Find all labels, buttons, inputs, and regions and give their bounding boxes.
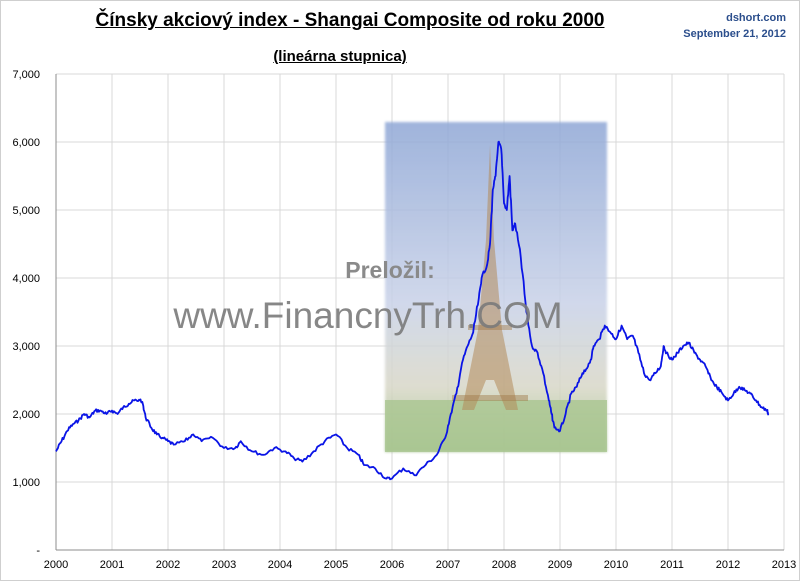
y-tick-label: 1,000 bbox=[12, 477, 40, 489]
x-tick-label: 2001 bbox=[100, 559, 124, 571]
series-layer bbox=[55, 140, 770, 481]
source-date: September 21, 2012 bbox=[683, 28, 786, 40]
x-tick-label: 2000 bbox=[44, 559, 68, 571]
x-tick-label: 2003 bbox=[212, 559, 236, 571]
chart-subtitle: (lineárna stupnica) bbox=[273, 48, 407, 65]
x-tick-label: 2005 bbox=[324, 559, 348, 571]
x-tick-label: 2011 bbox=[660, 559, 684, 571]
x-tick-label: 2002 bbox=[156, 559, 180, 571]
x-tick-label: 2013 bbox=[772, 559, 796, 571]
x-tick-label: 2006 bbox=[380, 559, 404, 571]
x-tick-label: 2012 bbox=[716, 559, 740, 571]
y-tick-label: 2,000 bbox=[12, 409, 40, 421]
y-tick-label: 5,000 bbox=[12, 205, 40, 217]
y-tick-label: 6,000 bbox=[12, 137, 40, 149]
x-tick-label: 2007 bbox=[436, 559, 460, 571]
x-tick-label: 2010 bbox=[604, 559, 628, 571]
series-line bbox=[55, 140, 770, 481]
x-tick-label: 2004 bbox=[268, 559, 292, 571]
y-tick-label: 4,000 bbox=[12, 273, 40, 285]
chart-title: Čínsky akciový index - Shangai Composite… bbox=[95, 10, 605, 31]
y-tick-label: 7,000 bbox=[12, 69, 40, 81]
x-tick-label: 2009 bbox=[548, 559, 572, 571]
y-tick-label: - bbox=[36, 545, 40, 557]
y-tick-label: 3,000 bbox=[12, 341, 40, 353]
x-tick-label: 2008 bbox=[492, 559, 516, 571]
source-label: dshort.com bbox=[726, 12, 786, 24]
watermark-url: www.FinancnyTrh.COM bbox=[172, 295, 562, 336]
watermark-label: Preložil: bbox=[345, 257, 434, 283]
axes: - 1,000 2,000 3,000 4,000 5,000 6,000 7,000 2000… bbox=[12, 69, 796, 571]
